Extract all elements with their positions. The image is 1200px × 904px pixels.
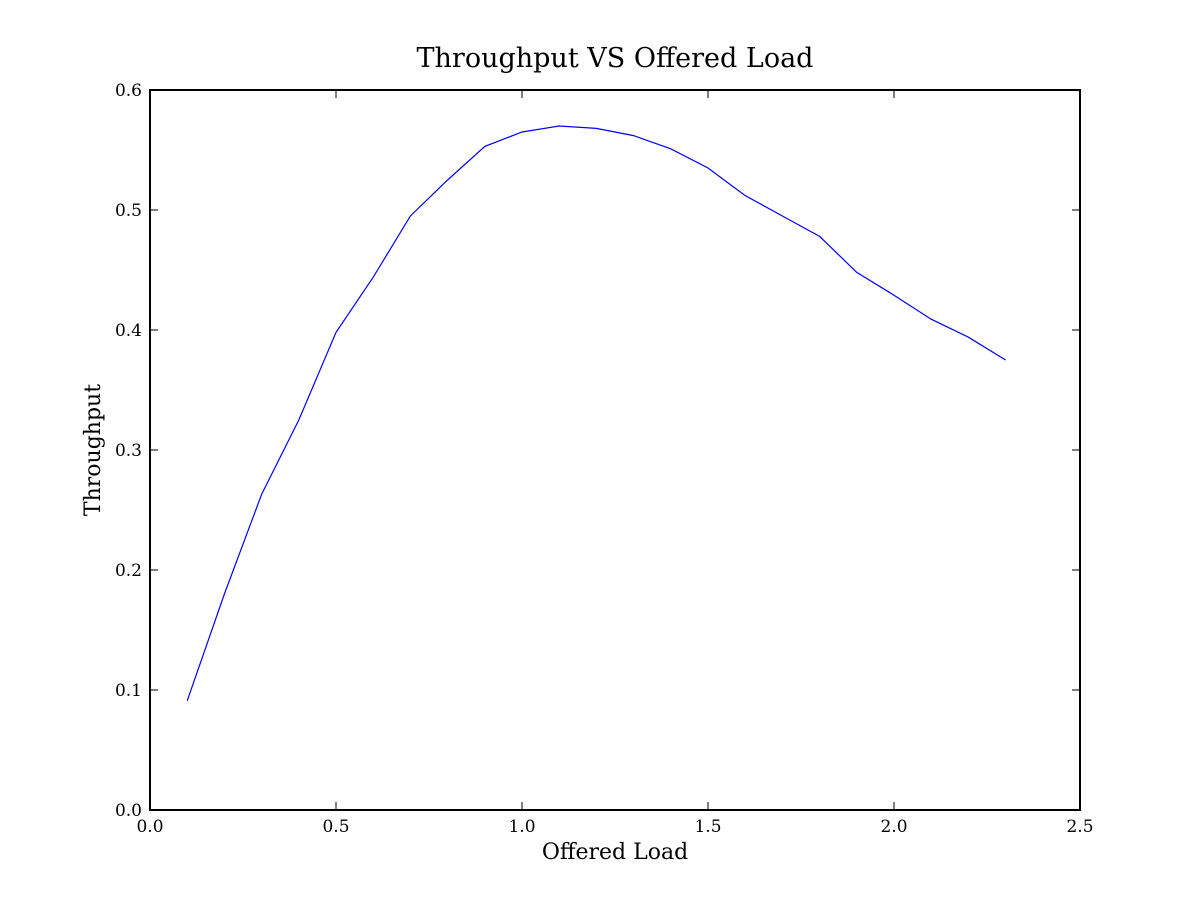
x-tick-label: 1.0 [508,817,535,837]
y-tick-label: 0.0 [115,801,142,821]
x-axis-label: Offered Load [542,840,688,865]
chart-title: Throughput VS Offered Load [417,43,814,74]
plot-area: 0.0 0.5 1.0 1.5 2.0 2.5 0.0 0.1 0.2 0.3 0.4 0.5 0.6 [115,81,1094,837]
x-tick-label: 1.5 [694,817,721,837]
x-tick-label: 2.5 [1066,817,1093,837]
x-tick-label: 0.0 [136,817,163,837]
y-tick-label: 0.1 [115,681,142,701]
x-tick-label: 2.0 [880,817,907,837]
y-tick-label: 0.5 [115,201,142,221]
y-tick-label: 0.2 [115,561,142,581]
y-tick-label: 0.6 [115,81,142,101]
series-line-0 [186,125,1006,701]
x-tick-label: 0.5 [322,817,349,837]
y-axis-label: Throughput [81,384,106,516]
y-tick-label: 0.4 [115,321,142,341]
plot-frame [149,89,1081,811]
y-tick-label: 0.3 [115,441,142,461]
